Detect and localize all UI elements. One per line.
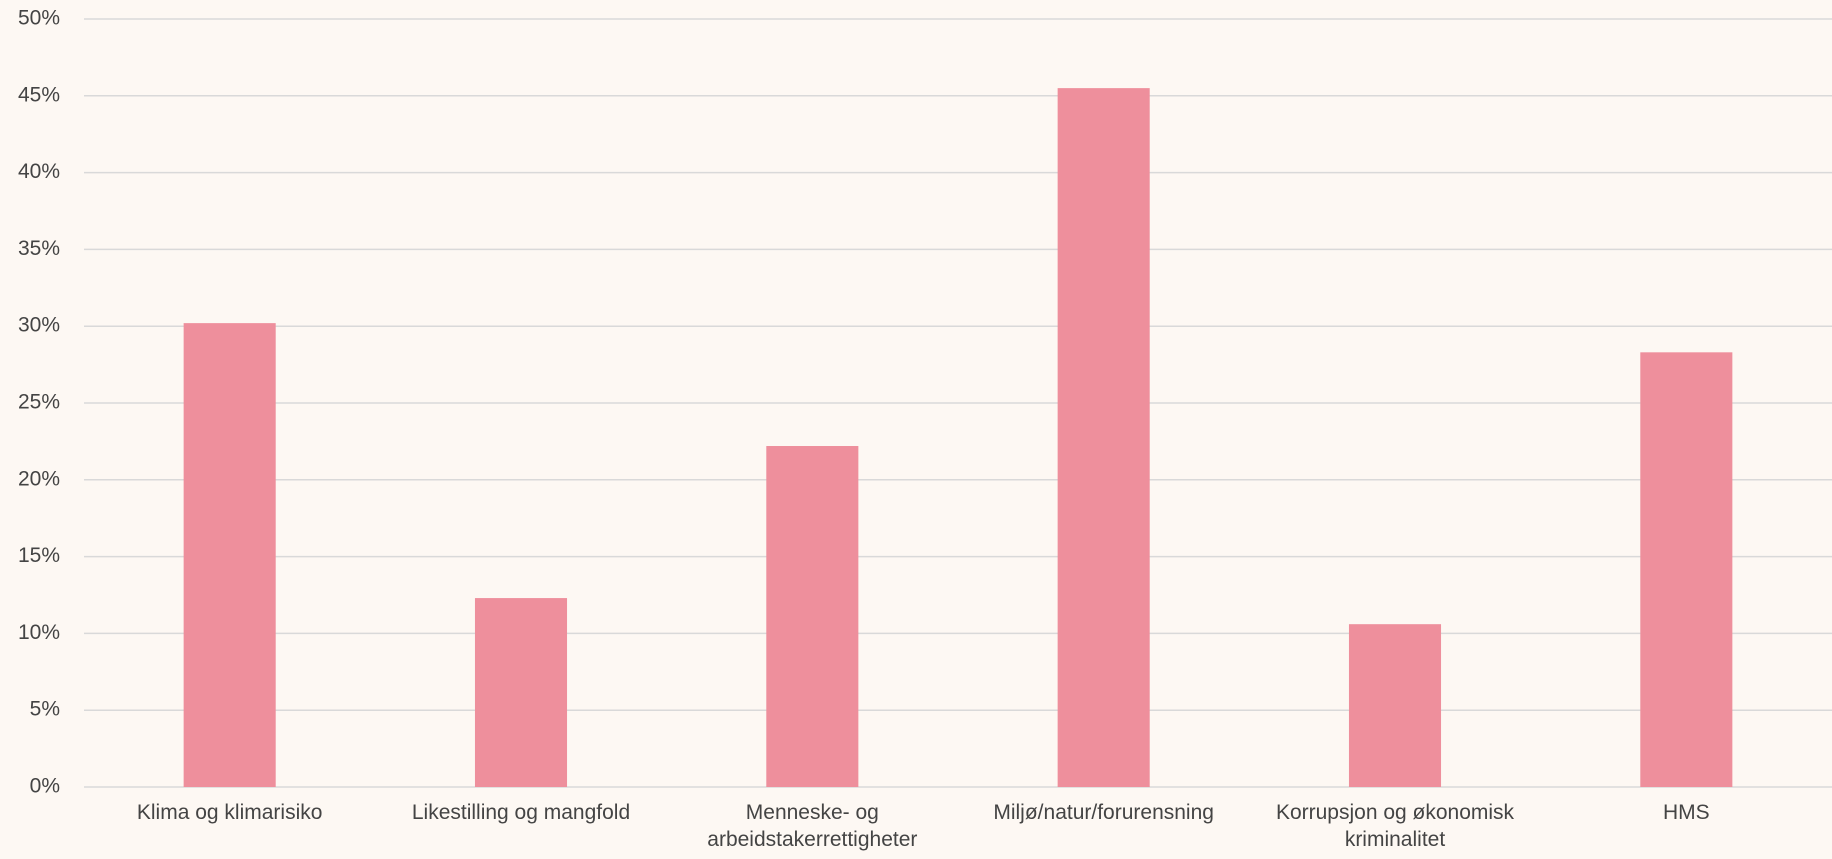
x-tick-label: Klima og klimarisiko xyxy=(136,801,323,824)
bar xyxy=(1348,624,1442,787)
bar xyxy=(183,323,276,787)
x-tick-label: Korrupsjon og økonomisk kriminalitet xyxy=(1275,801,1515,851)
y-tick-label: 45% xyxy=(18,83,60,106)
x-tick-label: Miljø/natur/forurensning xyxy=(993,801,1214,824)
y-tick-label: 35% xyxy=(18,237,60,260)
x-tick-label: HMS xyxy=(1662,801,1710,824)
y-tick-label: 50% xyxy=(18,7,60,30)
x-tick-label: Likestilling og mangfold xyxy=(411,801,631,824)
y-tick-label: 10% xyxy=(18,621,60,644)
bar xyxy=(1057,88,1150,788)
y-tick-label: 30% xyxy=(18,314,60,337)
y-tick-label: 0% xyxy=(30,775,60,798)
y-tick-label: 25% xyxy=(18,391,60,414)
y-tick-label: 15% xyxy=(18,544,60,567)
bar xyxy=(766,446,859,787)
bar xyxy=(1640,352,1733,787)
y-tick-label: 5% xyxy=(30,698,60,721)
x-tick-label: Menneske- og arbeidstakerrettigheter xyxy=(707,801,918,851)
bar xyxy=(474,598,568,787)
y-tick-label: 20% xyxy=(18,467,60,490)
y-tick-label: 40% xyxy=(18,160,60,183)
